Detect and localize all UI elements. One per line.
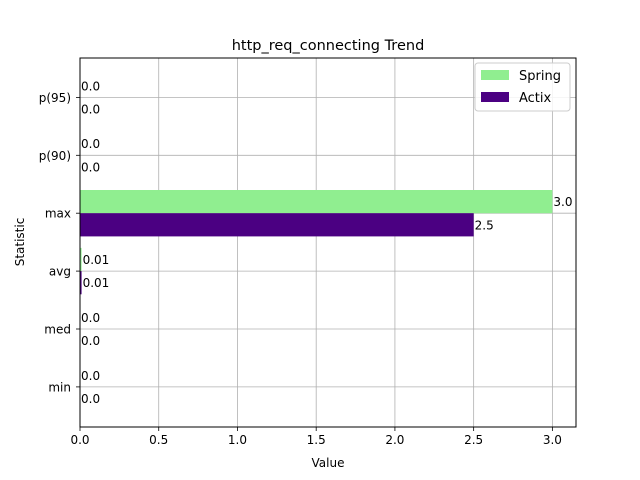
bar-value-label: 0.0: [81, 334, 100, 348]
bar-value-label: 0.01: [83, 253, 110, 267]
x-axis-ticks: 0.0 0.5 1.0 1.5 2.0 2.5 3.0: [70, 427, 562, 447]
legend-swatch-actix: [481, 92, 509, 102]
y-tick-label: p(95): [39, 91, 71, 105]
bar-value-label: 0.0: [81, 79, 100, 93]
x-tick-label: 0.5: [149, 433, 168, 447]
x-tick-label: 1.0: [228, 433, 247, 447]
legend-label-spring: Spring: [519, 69, 561, 84]
x-tick-label: 1.5: [307, 433, 326, 447]
y-tick-label: min: [48, 380, 71, 394]
bar-value-label: 0.0: [81, 137, 100, 151]
bar-value-label: 0.01: [83, 276, 110, 290]
x-tick-label: 2.5: [464, 433, 483, 447]
y-axis-label: Statistic: [13, 218, 27, 267]
grid: [79, 58, 576, 427]
bar-labels: 0.0 0.0 0.01 3.0 0.0 0.0 0.0 0.0 0.01 2.5 0.0 0.0: [81, 79, 572, 406]
x-tick-label: 2.0: [385, 433, 404, 447]
y-tick-label: p(90): [39, 149, 71, 163]
plot-frame: [79, 57, 577, 428]
bar-actix: [80, 213, 474, 237]
x-axis-label: Value: [312, 456, 345, 470]
bar-value-label: 0.0: [81, 392, 100, 406]
bar-value-label: 0.0: [81, 369, 100, 383]
legend-swatch-spring: [481, 70, 509, 80]
legend-label-actix: Actix: [519, 91, 552, 106]
bar-value-label: 0.0: [81, 160, 100, 174]
bar-value-label: 0.0: [81, 103, 100, 117]
bar-value-label: 2.5: [475, 218, 494, 232]
x-tick-label: 0.0: [70, 433, 89, 447]
bar-value-label: 3.0: [553, 195, 572, 209]
bar-value-label: 0.0: [81, 311, 100, 325]
y-axis-ticks: min med avg max p(90) p(95): [39, 91, 80, 394]
y-tick-label: med: [44, 323, 71, 337]
chart-title: http_req_connecting Trend: [232, 38, 425, 54]
y-tick-label: max: [45, 207, 71, 221]
y-tick-label: avg: [49, 265, 71, 279]
bar-spring: [80, 247, 82, 272]
bar-spring: [80, 190, 553, 214]
bar-actix: [80, 271, 82, 295]
legend: Spring Actix: [474, 62, 571, 112]
x-tick-label: 3.0: [543, 433, 562, 447]
bars: [80, 190, 553, 295]
